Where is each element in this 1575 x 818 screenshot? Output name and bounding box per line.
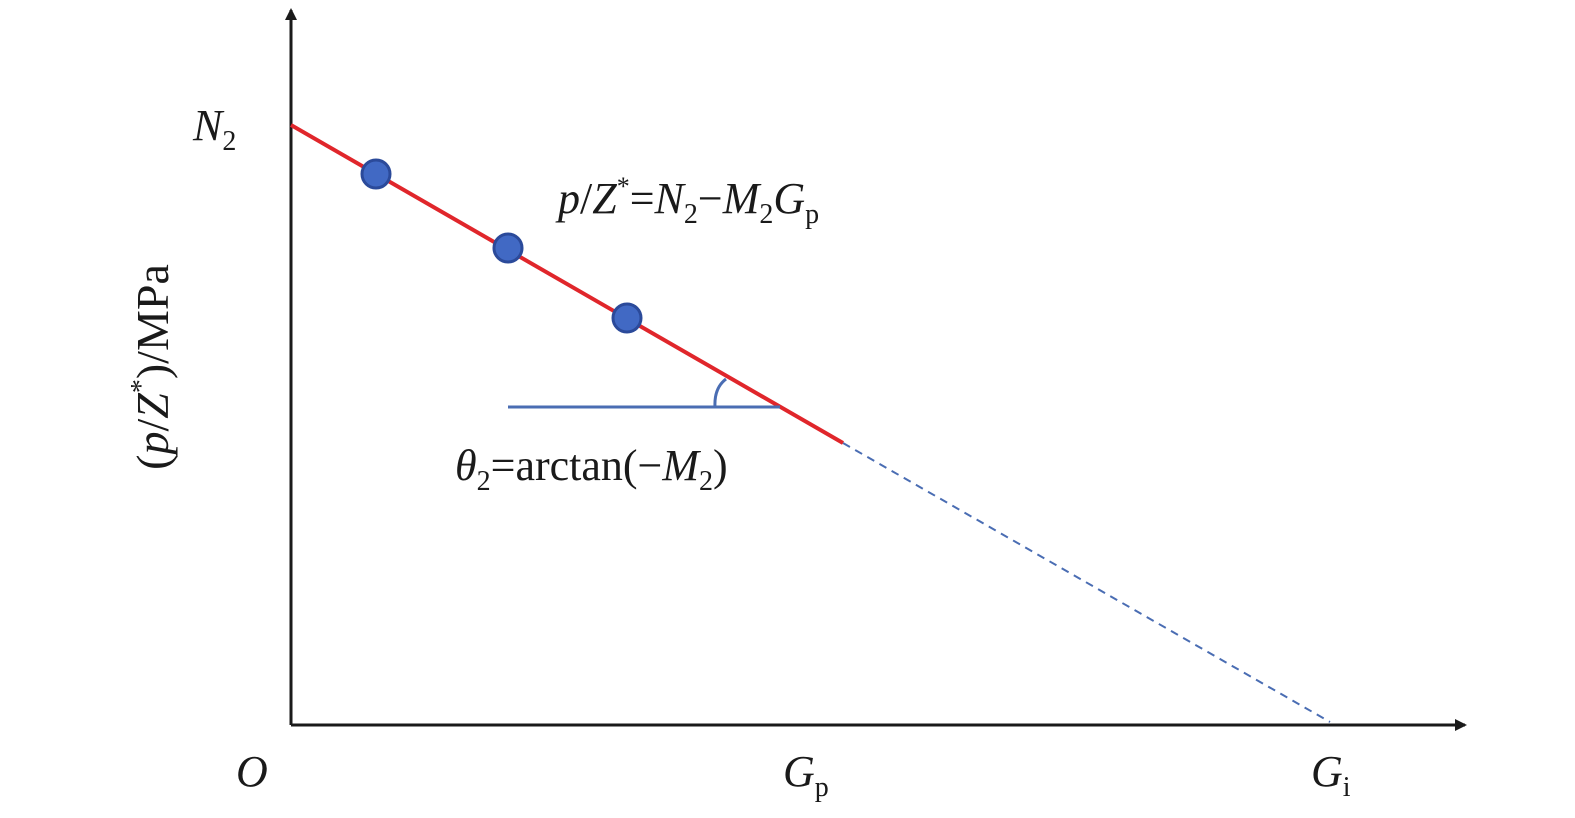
x-tick-gi: Gi xyxy=(1311,747,1351,803)
y-axis-label: (p/Z*)/MPa xyxy=(126,264,178,470)
data-point xyxy=(611,302,643,334)
y-intercept-label: N2 xyxy=(192,101,236,157)
extrapolation-dashed-line xyxy=(842,442,1331,723)
x-tick-gp: Gp xyxy=(783,747,829,803)
data-point xyxy=(492,232,524,264)
data-point xyxy=(360,158,392,190)
origin-label: O xyxy=(236,747,268,796)
angle-arc xyxy=(713,377,727,408)
fit-equation: p/Z*=N2−M2Gp xyxy=(555,172,819,230)
angle-label: θ2=arctan(−M2) xyxy=(455,441,728,497)
